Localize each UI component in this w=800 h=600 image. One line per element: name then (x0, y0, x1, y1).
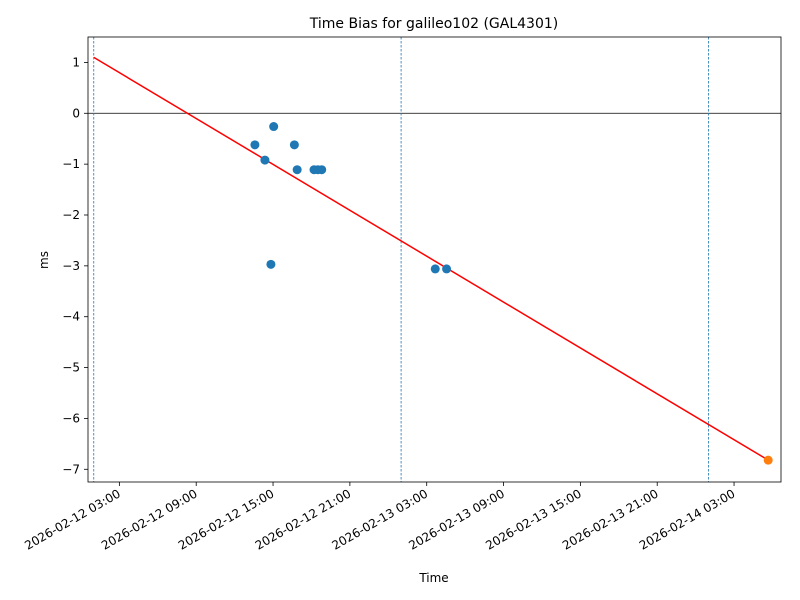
x-axis-label: Time (418, 571, 448, 585)
y-tick-label: 1 (72, 55, 80, 69)
y-tick-label: −4 (62, 310, 80, 324)
data-point-s0-1 (260, 155, 270, 165)
y-tick-label: −7 (62, 462, 80, 476)
data-point-s0-10 (442, 264, 452, 274)
data-point-s0-9 (430, 264, 440, 274)
y-tick-label: −3 (62, 259, 80, 273)
data-point-s0-2 (266, 259, 276, 269)
y-tick-label: −2 (62, 208, 80, 222)
data-point-s0-0 (250, 140, 260, 150)
y-tick-label: 0 (72, 106, 80, 120)
y-tick-label: −6 (62, 411, 80, 425)
data-point-s1-0 (763, 455, 773, 465)
y-axis-label: ms (37, 251, 51, 269)
y-tick-label: −5 (62, 361, 80, 375)
axes-frame (87, 36, 782, 483)
fit-line (93, 56, 769, 461)
y-tick-label: −1 (62, 157, 80, 171)
data-point-s0-5 (292, 165, 302, 175)
data-point-s0-4 (289, 140, 299, 150)
data-point-s0-3 (269, 122, 279, 132)
chart-title: Time Bias for galileo102 (GAL4301) (309, 16, 559, 32)
data-point-s0-8 (317, 165, 327, 175)
